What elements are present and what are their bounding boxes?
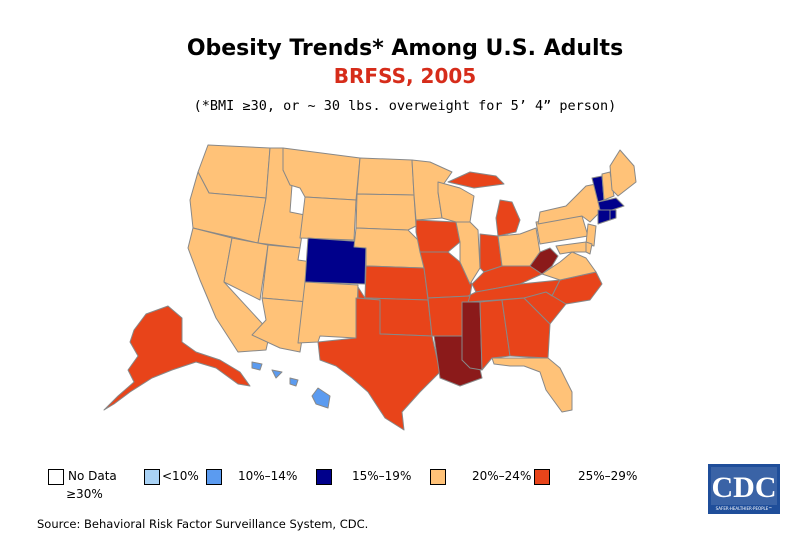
state-kansas (364, 265, 429, 301)
state-maryland (555, 241, 589, 255)
legend-label-no-data: No Data (68, 469, 117, 483)
legend-swatch-20-24 (430, 469, 446, 485)
legend-label-ge30: ≥30% (66, 487, 103, 501)
map-legend: No Data <10% 10%–14% 15%–19% 20%–24% 25%… (40, 466, 660, 490)
map-footnote: (*BMI ≥30, or ~ 30 lbs. overweight for 5… (193, 98, 617, 114)
state-texas (317, 297, 441, 431)
legend-swatch-15-19 (316, 469, 332, 485)
state-florida (491, 357, 573, 413)
cdc-logo-tagline: SAFER·HEALTHIER·PEOPLE™ (716, 506, 773, 511)
map-title: Obesity Trends* Among U.S. Adults (186, 36, 624, 61)
state-delaware (585, 241, 593, 255)
cdc-logo-icon: CDC SAFER·HEALTHIER·PEOPLE™ (708, 464, 780, 514)
legend-label-25-29: 25%–29% (578, 469, 638, 483)
state-montana (282, 147, 361, 201)
source-note: Source: Behavioral Risk Factor Surveilla… (37, 517, 369, 531)
map-subtitle: BRFSS, 2005 (333, 64, 477, 88)
legend-swatch-10-14 (206, 469, 222, 485)
legend-label-15-19: 15%–19% (352, 469, 412, 483)
legend-swatch-lt10 (144, 469, 160, 485)
state-hawaii (251, 361, 331, 409)
state-iowa (415, 219, 461, 253)
state-south-dakota (355, 193, 417, 231)
legend-swatch-25-29 (534, 469, 550, 485)
state-connecticut (597, 209, 611, 225)
state-west-virginia (529, 247, 559, 275)
cdc-logo: CDC SAFER·HEALTHIER·PEOPLE™ (708, 464, 780, 514)
state-alabama (479, 299, 511, 371)
state-missouri (419, 251, 473, 299)
state-washington (197, 144, 271, 199)
state-mississippi (461, 301, 483, 371)
state-new-mexico (297, 281, 359, 344)
state-new-jersey (585, 223, 597, 247)
state-massachusetts (597, 197, 625, 211)
legend-label-10-14: 10%–14% (238, 469, 298, 483)
state-maine (609, 149, 637, 197)
legend-swatch-no-data (48, 469, 64, 485)
state-new-york (537, 183, 601, 225)
state-illinois (455, 221, 481, 285)
state-wyoming (299, 196, 357, 241)
state-michigan-upper (447, 171, 505, 189)
state-wisconsin (437, 181, 475, 223)
state-michigan (495, 199, 521, 237)
state-georgia (501, 297, 551, 359)
legend-label-lt10: <10% (162, 469, 199, 483)
cdc-logo-text: CDC (712, 471, 777, 504)
state-north-dakota (356, 157, 415, 196)
legend-label-20-24: 20%–24% (472, 469, 532, 483)
state-rhode-island (609, 209, 617, 221)
state-virginia (541, 251, 597, 281)
state-alaska (103, 305, 251, 411)
state-nevada (223, 237, 269, 301)
